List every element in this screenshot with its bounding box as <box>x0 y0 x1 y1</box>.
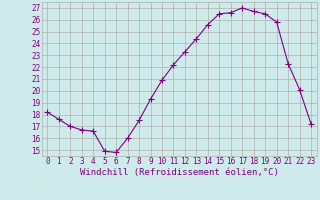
X-axis label: Windchill (Refroidissement éolien,°C): Windchill (Refroidissement éolien,°C) <box>80 168 279 177</box>
